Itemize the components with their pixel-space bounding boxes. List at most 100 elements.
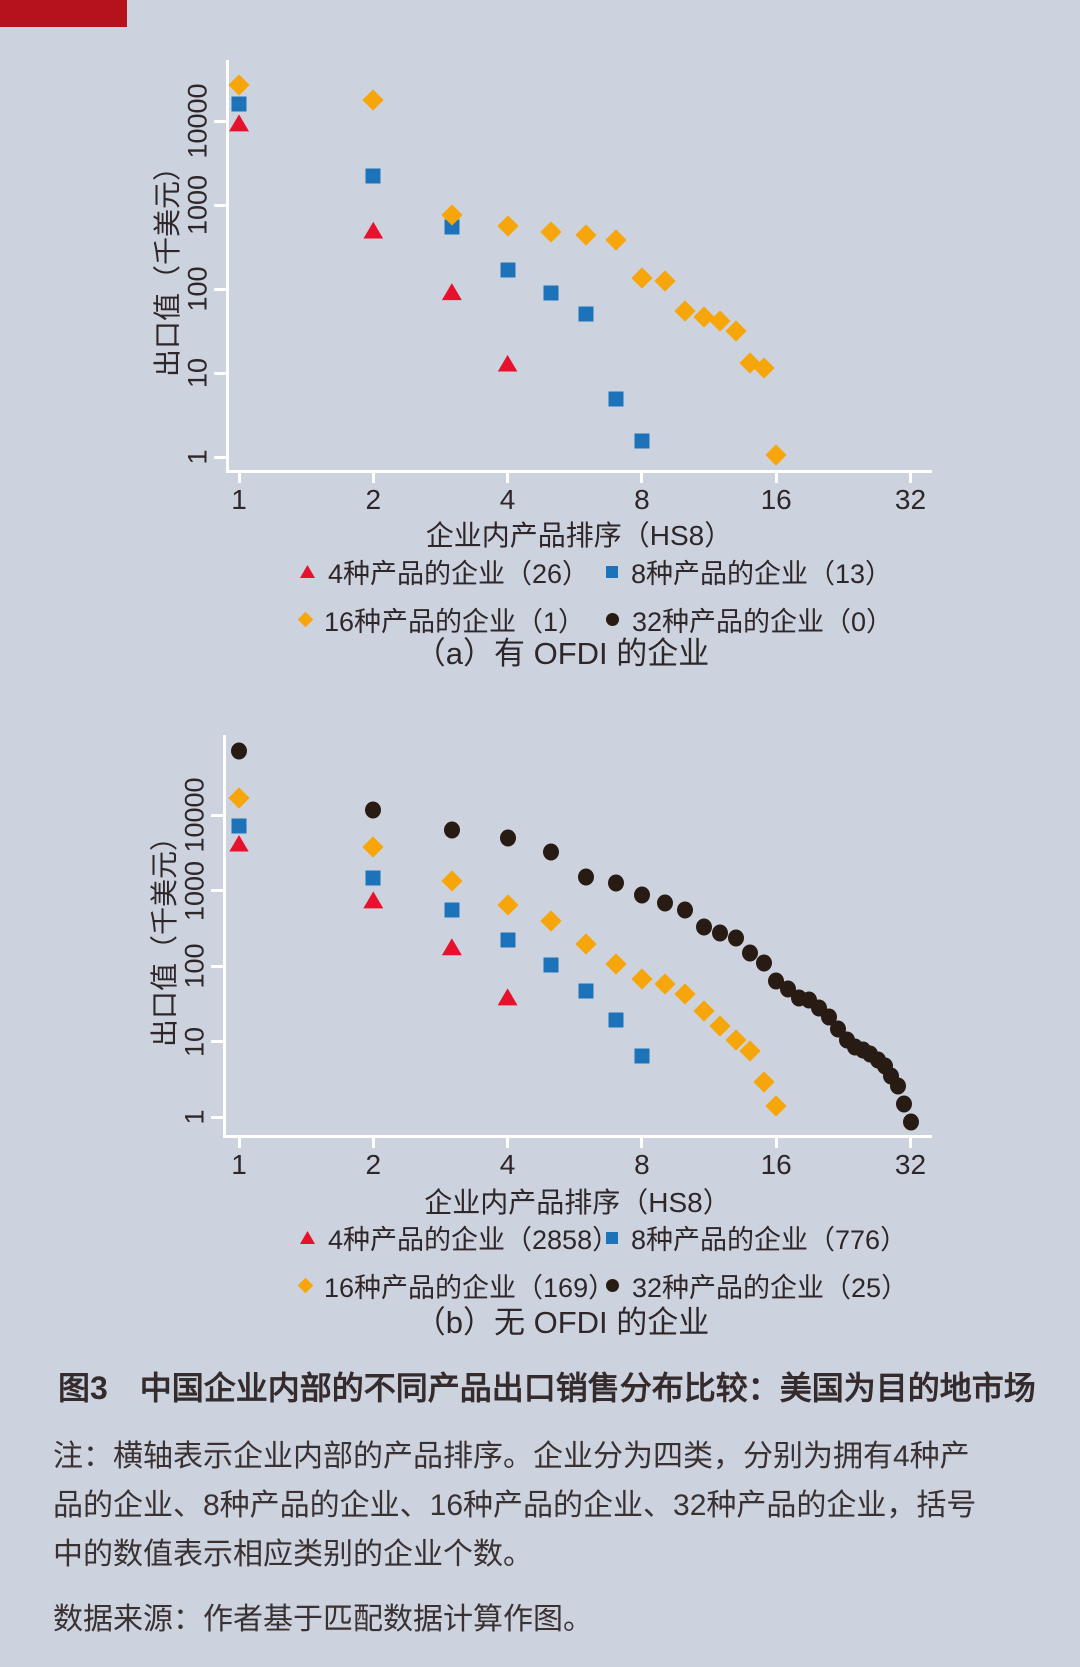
legend-item: 4种产品的企业（26）	[300, 552, 606, 591]
data-point-diamond	[362, 836, 384, 858]
data-point-diamond	[540, 909, 562, 932]
data-point-circle	[712, 924, 729, 942]
legend-label: 8种产品的企业（776）	[631, 1225, 908, 1255]
data-point-circle	[443, 821, 460, 839]
y-tick-mark	[211, 813, 223, 817]
data-point-square	[543, 285, 559, 301]
data-point-diamond	[575, 224, 597, 246]
data-point-triangle	[363, 891, 384, 909]
data-point-diamond	[739, 1040, 761, 1062]
data-point-square	[634, 1048, 650, 1064]
data-point-diamond	[692, 305, 715, 328]
data-point-circle	[677, 901, 694, 918]
data-point-circle	[231, 742, 247, 760]
data-point-square	[543, 957, 559, 973]
x-tick-mark	[640, 1135, 644, 1148]
y-tick-mark	[214, 287, 226, 291]
data-point-diamond	[228, 786, 250, 809]
y-tick-mark	[211, 1115, 223, 1119]
plot-area-b: 10000 1000 100 10 1 1 2 4 8 16 32	[180, 735, 932, 1180]
x-axis-title-a: 企业内产品排序（HS8）	[425, 520, 733, 551]
data-point-square	[608, 1012, 624, 1028]
legend-label: 16种产品的企业（1）	[324, 607, 586, 637]
x-tick-mark	[909, 1135, 912, 1148]
y-tick-mark	[214, 455, 226, 459]
y-tick-label: 10000	[179, 777, 210, 853]
legend-item: 8种产品的企业（13）	[606, 552, 893, 591]
data-point-diamond	[725, 319, 747, 342]
legend-label: 32种产品的企业（0）	[632, 607, 894, 637]
y-axis-title-a: 出口值（千美元）	[152, 152, 183, 378]
data-point-diamond	[631, 267, 653, 289]
data-point-diamond	[605, 953, 627, 975]
data-point-diamond	[674, 983, 696, 1006]
x-axis-line	[223, 1135, 932, 1138]
data-point-circle	[542, 843, 559, 861]
data-point-circle	[578, 868, 595, 886]
data-point-diamond	[228, 74, 250, 96]
y-tick-mark	[211, 889, 223, 892]
legend-item: 16种产品的企业（1）	[297, 600, 606, 639]
x-tick-mark	[774, 1135, 778, 1148]
legend-label: 8种产品的企业（13）	[631, 559, 893, 589]
square-icon	[606, 1231, 618, 1244]
data-point-circle	[695, 918, 712, 936]
data-point-square	[365, 870, 381, 886]
data-point-diamond	[753, 1071, 775, 1093]
x-tick-mark	[909, 470, 912, 483]
legend-label: 4种产品的企业（26）	[328, 559, 590, 589]
x-tick-label: 16	[760, 1149, 792, 1180]
legend-a: 4种产品的企业（26） 8种产品的企业（13） 16种产品的企业（1） 32种产品的企…	[297, 552, 894, 639]
figure-caption: 图3 中国企业内部的不同产品出口销售分布比较：美国为目的地市场	[58, 1370, 1036, 1406]
panel-a-subtitle: （a）有 OFDI 的企业	[414, 636, 710, 671]
data-point-square	[365, 168, 381, 184]
data-point-circle	[755, 954, 772, 972]
note-line-3: 中的数值表示相应类别的企业个数。	[53, 1538, 533, 1571]
data-point-triangle	[363, 221, 384, 239]
y-tick-label: 1	[179, 1109, 210, 1125]
data-point-diamond	[605, 229, 627, 251]
data-point-diamond	[709, 1015, 732, 1037]
data-point-diamond	[674, 300, 696, 323]
y-axis-title-b: 出口值（千美元）	[149, 822, 180, 1048]
x-tick-label: 1	[231, 484, 247, 515]
data-point-square	[578, 306, 594, 322]
legend-item: 32种产品的企业（25）	[606, 1266, 908, 1305]
data-point-triangle	[441, 938, 462, 956]
x-tick-mark	[237, 1135, 241, 1148]
data-point-square	[444, 219, 460, 235]
plot-area-a: 10000 1000 100 10 1 1 2 4 8 16 32	[183, 60, 932, 515]
data-point-circle	[889, 1077, 906, 1095]
data-point-square	[444, 902, 460, 918]
data-point-diamond	[362, 88, 384, 111]
panel-b-subtitle: （b）无 OFDI 的企业	[414, 1305, 710, 1340]
data-point-triangle	[441, 283, 462, 301]
data-point-triangle	[229, 114, 249, 132]
x-tick-mark	[506, 1135, 510, 1148]
square-icon	[606, 565, 618, 578]
x-tick-label: 8	[634, 1149, 650, 1180]
data-point-circle	[499, 829, 516, 847]
data-point-square	[608, 391, 624, 407]
x-axis-line	[226, 470, 932, 473]
y-tick-mark	[214, 371, 226, 375]
x-tick-mark	[371, 1135, 375, 1148]
y-tick-label: 10000	[182, 83, 213, 159]
y-axis-line	[226, 60, 229, 470]
x-tick-label: 1	[231, 1149, 247, 1180]
y-tick-mark	[214, 119, 226, 123]
y-tick-label: 1	[182, 449, 213, 465]
legend-item: 16种产品的企业（169）	[297, 1266, 615, 1305]
data-point-circle	[633, 886, 650, 904]
data-point-diamond	[654, 270, 676, 293]
x-tick-mark	[506, 470, 510, 483]
data-point-circle	[902, 1113, 919, 1131]
data-point-diamond	[765, 1095, 787, 1117]
x-tick-mark	[640, 470, 644, 483]
data-point-circle	[742, 944, 759, 962]
diamond-icon	[297, 611, 314, 628]
y-tick-label: 10	[179, 1026, 210, 1057]
x-tick-label: 32	[894, 1149, 927, 1180]
legend-label: 16种产品的企业（169）	[324, 1273, 616, 1303]
